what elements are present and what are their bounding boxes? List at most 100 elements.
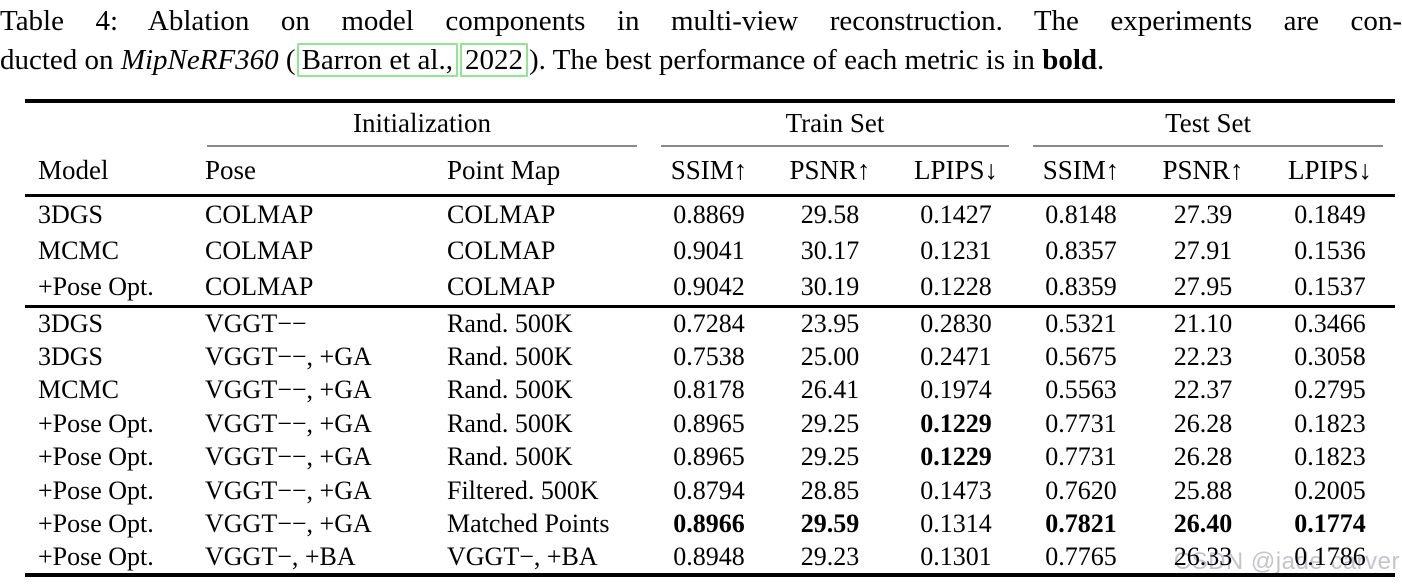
table-cell: 25.88 (1173, 475, 1233, 505)
empty-spanner-cell (25, 101, 195, 147)
table-row: +Pose Opt. VGGT−−, +GA Filtered. 500K 0.879… (25, 474, 1395, 508)
table-cell: 0.7620 (1045, 475, 1117, 505)
results-table: Initialization Train Set Test Set Model … (25, 99, 1396, 577)
table-cell: Rand. 500K (447, 408, 573, 438)
col-header-point-map: Point Map (447, 155, 561, 185)
table-row: +Pose Opt. VGGT−−, +GA Rand. 500K 0.8965 29.… (25, 407, 1395, 441)
table-cell: 0.9041 (673, 236, 745, 265)
table-group-colmap: 3DGS COLMAP COLMAP 0.8869 29.58 0.1427 0.8148 2… (25, 196, 1395, 307)
table-cell: 26.40 (1173, 509, 1233, 539)
table-cell: 27.95 (1173, 272, 1233, 302)
table-cell: VGGT−− (205, 309, 307, 338)
table-cell: 0.7765 (1045, 541, 1117, 571)
caption-bold-word: bold (1042, 44, 1098, 76)
table-cell: +Pose Opt. (38, 442, 154, 472)
table-cell: Rand. 500K (447, 341, 573, 371)
table-header: Initialization Train Set Test Set Model … (25, 101, 1396, 196)
caption-paren: ( (285, 44, 296, 76)
table-cell: 26.28 (1173, 408, 1233, 438)
table-group-vggt: 3DGS VGGT−− Rand. 500K 0.7284 23.95 0.2830 0.5… (25, 306, 1396, 575)
table-cell: 0.5675 (1045, 341, 1117, 371)
table-row: +Pose Opt. VGGT−−, +GA Matched Points 0.896… (25, 508, 1395, 542)
table-cell: Matched Points (447, 509, 610, 539)
table-cell: 22.23 (1173, 341, 1233, 371)
table-cell: 0.1301 (920, 541, 992, 571)
spanner-test-set: Test Set (1021, 101, 1395, 147)
col-header-model: Model (38, 155, 109, 185)
table-cell: COLMAP (205, 272, 314, 302)
table-cell: Rand. 500K (447, 375, 573, 405)
table-cell: 0.8965 (673, 442, 745, 472)
table-row: MCMC VGGT−−, +GA Rand. 500K 0.8178 26.41 0.19… (25, 374, 1395, 408)
table-cell: VGGT−−, +GA (205, 408, 372, 438)
table-cell: 27.39 (1173, 199, 1233, 229)
table-cell: +Pose Opt. (38, 475, 154, 505)
table-cell: 30.17 (800, 236, 860, 265)
col-header-ssim-train: SSIM↑ (670, 155, 748, 185)
table-cell: MCMC (38, 236, 119, 265)
table-cell: 22.37 (1173, 375, 1233, 405)
table-cell: Rand. 500K (447, 442, 573, 472)
col-header-psnr-test: PSNR↑ (1162, 155, 1244, 185)
table-cell: 0.1229 (920, 408, 992, 438)
table-cell: 0.8359 (1045, 272, 1117, 302)
table-cell: 0.1536 (1294, 236, 1366, 265)
column-header-row: Model Pose Point Map SSIM↑ PSNR↑ LPIPS↓ … (25, 147, 1395, 196)
citation-link-year[interactable]: 2022 (459, 43, 528, 77)
table-cell: +Pose Opt. (38, 408, 154, 438)
table-cell: 0.2005 (1294, 475, 1366, 505)
table-row: +Pose Opt. VGGT−, +BA VGGT−, +BA 0.8948 29.2… (25, 541, 1395, 575)
table-cell: 0.1774 (1294, 509, 1366, 539)
table-cell: COLMAP (205, 199, 314, 229)
table-cell: 0.8178 (673, 375, 745, 405)
table-cell: Filtered. 500K (447, 475, 599, 505)
col-header-lpips-test: LPIPS↓ (1288, 155, 1373, 185)
table-cell: 0.3058 (1294, 341, 1366, 371)
table-cell: 0.8357 (1045, 236, 1117, 265)
table-cell: 0.7538 (673, 341, 745, 371)
table-cell: 0.8948 (673, 541, 745, 571)
table-cell: 0.7821 (1045, 509, 1117, 539)
table-cell: VGGT−, +BA (447, 541, 598, 571)
table-cell: 0.1786 (1294, 541, 1366, 571)
table-cell: VGGT−−, +GA (205, 341, 372, 371)
table-cell: 26.41 (800, 375, 860, 405)
table-cell: 0.7731 (1045, 408, 1117, 438)
table-row: +Pose Opt. COLMAP COLMAP 0.9042 30.19 0.1228 0… (25, 270, 1395, 307)
table-cell: 0.8965 (673, 408, 745, 438)
table-row: +Pose Opt. VGGT−−, +GA Rand. 500K 0.8965 29.… (25, 441, 1395, 475)
table-cell: 0.1427 (920, 199, 992, 229)
table-cell: 27.91 (1173, 236, 1233, 265)
caption-line-2: ducted on MipNeRF360 (Barron et al., 2022… (0, 41, 1402, 80)
table-cell: 0.1849 (1294, 199, 1366, 229)
ablation-table: Initialization Train Set Test Set Model … (25, 99, 1396, 577)
citation-link-barron[interactable]: Barron et al., (296, 43, 458, 77)
col-header-psnr-train: PSNR↑ (789, 155, 871, 185)
caption-text: ). The best performance of each metric i… (528, 44, 1043, 76)
watermark: CSDN @jade carver (1173, 548, 1400, 575)
table-cell: 0.2795 (1294, 375, 1366, 405)
table-cell: 28.85 (800, 475, 860, 505)
table-cell: 0.8869 (673, 199, 745, 229)
table-cell: 0.1228 (920, 272, 992, 302)
caption-text: ducted on (0, 44, 121, 76)
table-cell: +Pose Opt. (38, 272, 154, 302)
table-cell: 0.3466 (1294, 309, 1366, 338)
caption-line-1: Table 4: Ablation on model components in… (0, 5, 1402, 37)
table-cell: 0.9042 (673, 272, 745, 302)
table-cell: 0.1823 (1294, 442, 1366, 472)
table-row: 3DGS VGGT−−, +GA Rand. 500K 0.7538 25.00 0.24… (25, 340, 1395, 374)
table-cell: VGGT−−, +GA (205, 442, 372, 472)
table-cell: COLMAP (447, 272, 556, 302)
table-cell: 29.25 (800, 408, 860, 438)
caption-period: . (1097, 44, 1105, 76)
table-cell: VGGT−−, +GA (205, 375, 372, 405)
table-cell: 0.8966 (673, 509, 745, 539)
table-cell: Rand. 500K (447, 309, 573, 338)
table-cell: 0.5321 (1045, 309, 1117, 338)
table-cell: 26.33 (1173, 541, 1233, 571)
table-cell: 0.7284 (673, 309, 745, 338)
table-cell: 3DGS (38, 199, 104, 229)
table-cell: COLMAP (447, 236, 556, 265)
